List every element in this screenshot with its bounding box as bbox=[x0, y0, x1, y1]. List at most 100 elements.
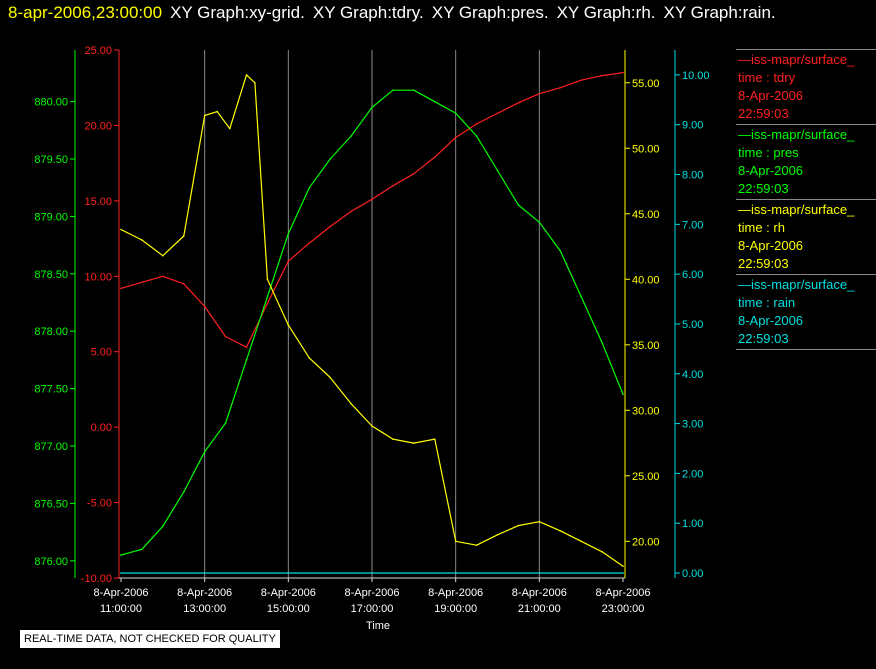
legend-entry-tdry[interactable]: —iss-mapr/surface_ time : tdry 8-Apr-200… bbox=[736, 49, 876, 124]
rh-tick-label: 55.00 bbox=[632, 78, 660, 90]
x-tick-label-time: 17:00:00 bbox=[351, 603, 394, 615]
data-point-rain bbox=[622, 572, 624, 574]
legend: —iss-mapr/surface_ time : tdry 8-Apr-200… bbox=[736, 49, 876, 350]
rain-tick-label: 0.00 bbox=[682, 568, 703, 580]
data-point-tdry bbox=[475, 123, 478, 125]
data-point-pres bbox=[517, 204, 520, 206]
data-point-pres bbox=[580, 295, 582, 298]
tdry-tick-label: 10.00 bbox=[84, 271, 112, 283]
x-tick-label-date: 8-Apr-2006 bbox=[428, 587, 483, 599]
legend-var: time : tdry bbox=[738, 70, 796, 85]
data-point-pres bbox=[475, 135, 478, 137]
data-point-pres bbox=[371, 106, 373, 109]
data-point-pres bbox=[287, 232, 290, 235]
data-point-tdry bbox=[601, 74, 603, 77]
legend-source: —iss-mapr/surface_ bbox=[738, 202, 855, 217]
data-point-rh bbox=[392, 438, 394, 440]
legend-date: 8-Apr-2006 bbox=[738, 238, 804, 253]
legend-time: 22:59:03 bbox=[738, 106, 789, 121]
data-point-pres bbox=[141, 548, 143, 551]
rh-tick-label: 30.00 bbox=[632, 405, 660, 417]
legend-entry-rh[interactable]: —iss-mapr/surface_ time : rh 8-Apr-2006 … bbox=[736, 199, 876, 274]
rain-tick-label: 3.00 bbox=[682, 419, 703, 431]
data-point-tdry bbox=[329, 225, 331, 228]
data-point-rh bbox=[228, 127, 231, 130]
pres-tick-label: 876.50 bbox=[34, 498, 68, 510]
header-graph-rain: XY Graph:rain. bbox=[663, 3, 776, 22]
data-point-tdry bbox=[622, 71, 624, 74]
tdry-tick-label: 5.00 bbox=[91, 347, 112, 359]
legend-entry-rain[interactable]: —iss-mapr/surface_ time : rain 8-Apr-200… bbox=[736, 274, 876, 350]
data-point-rh bbox=[559, 530, 562, 532]
pres-tick-label: 876.00 bbox=[34, 556, 68, 568]
data-point-pres bbox=[162, 525, 164, 528]
data-point-tdry bbox=[413, 172, 415, 175]
rain-tick-label: 4.00 bbox=[682, 369, 703, 381]
header-graph-xy-grid: XY Graph:xy-grid. bbox=[170, 3, 305, 22]
legend-time: 22:59:03 bbox=[738, 181, 789, 196]
legend-var: time : rh bbox=[738, 220, 785, 235]
data-point-rh bbox=[120, 228, 122, 231]
header-graph-tdry: XY Graph:tdry. bbox=[312, 3, 424, 22]
x-tick-label-date: 8-Apr-2006 bbox=[512, 587, 567, 599]
legend-entry-pres[interactable]: —iss-mapr/surface_ time : pres 8-Apr-200… bbox=[736, 124, 876, 199]
data-point-tdry bbox=[245, 346, 248, 348]
x-axis-title: Time bbox=[366, 620, 390, 632]
x-tick-label-date: 8-Apr-2006 bbox=[93, 587, 148, 599]
data-point-rh bbox=[182, 235, 185, 237]
data-point-pres bbox=[496, 169, 499, 172]
legend-time: 22:59:03 bbox=[738, 331, 789, 346]
rain-tick-label: 7.00 bbox=[682, 219, 703, 231]
data-point-pres bbox=[224, 422, 227, 424]
data-point-tdry bbox=[308, 242, 311, 244]
pres-tick-label: 878.50 bbox=[34, 269, 68, 281]
data-point-pres bbox=[622, 393, 624, 396]
data-point-tdry bbox=[392, 184, 394, 187]
pres-tick-label: 879.50 bbox=[34, 154, 68, 166]
data-point-pres bbox=[350, 135, 352, 137]
data-point-rain bbox=[120, 572, 122, 574]
legend-date: 8-Apr-2006 bbox=[738, 163, 804, 178]
data-point-rh bbox=[287, 324, 290, 326]
x-tick-label-date: 8-Apr-2006 bbox=[177, 587, 232, 599]
header-graph-rh: XY Graph:rh. bbox=[556, 3, 656, 22]
pres-tick-label: 878.00 bbox=[34, 326, 68, 338]
data-point-tdry bbox=[224, 335, 227, 338]
data-point-rh bbox=[517, 524, 520, 527]
legend-date: 8-Apr-2006 bbox=[738, 88, 804, 103]
tdry-tick-label: 25.00 bbox=[84, 45, 112, 57]
data-point-pres bbox=[559, 250, 562, 252]
x-tick-label-time: 15:00:00 bbox=[267, 603, 310, 615]
data-point-tdry bbox=[203, 305, 206, 308]
data-point-tdry bbox=[350, 210, 352, 213]
pres-tick-label: 879.00 bbox=[34, 211, 68, 223]
pres-tick-label: 880.00 bbox=[34, 97, 68, 109]
data-point-rh bbox=[254, 81, 256, 84]
data-point-rh bbox=[203, 114, 206, 117]
x-tick-label-date: 8-Apr-2006 bbox=[344, 587, 399, 599]
data-point-pres bbox=[245, 359, 248, 361]
data-point-tdry bbox=[538, 92, 541, 95]
rh-tick-label: 25.00 bbox=[632, 471, 660, 483]
x-tick-label-time: 19:00:00 bbox=[434, 603, 477, 615]
legend-time: 22:59:03 bbox=[738, 256, 789, 271]
data-point-pres bbox=[433, 100, 436, 103]
rh-tick-label: 40.00 bbox=[632, 274, 660, 286]
data-point-pres bbox=[538, 221, 541, 223]
x-tick-label-date: 8-Apr-2006 bbox=[261, 587, 316, 599]
data-point-rh bbox=[475, 544, 478, 547]
data-point-rh bbox=[216, 110, 219, 113]
data-point-rh bbox=[245, 74, 248, 76]
x-tick-label-time: 23:00:00 bbox=[602, 603, 645, 615]
rh-tick-label: 45.00 bbox=[632, 209, 660, 221]
data-point-tdry bbox=[517, 102, 520, 104]
data-point-rh bbox=[371, 425, 373, 427]
rain-tick-label: 5.00 bbox=[682, 319, 703, 331]
data-point-tdry bbox=[287, 260, 290, 263]
data-point-pres bbox=[120, 554, 122, 556]
data-point-rh bbox=[601, 550, 603, 553]
data-point-rh bbox=[266, 278, 269, 281]
data-point-tdry bbox=[120, 287, 122, 290]
pres-tick-label: 877.50 bbox=[34, 384, 68, 396]
data-point-pres bbox=[266, 295, 269, 298]
